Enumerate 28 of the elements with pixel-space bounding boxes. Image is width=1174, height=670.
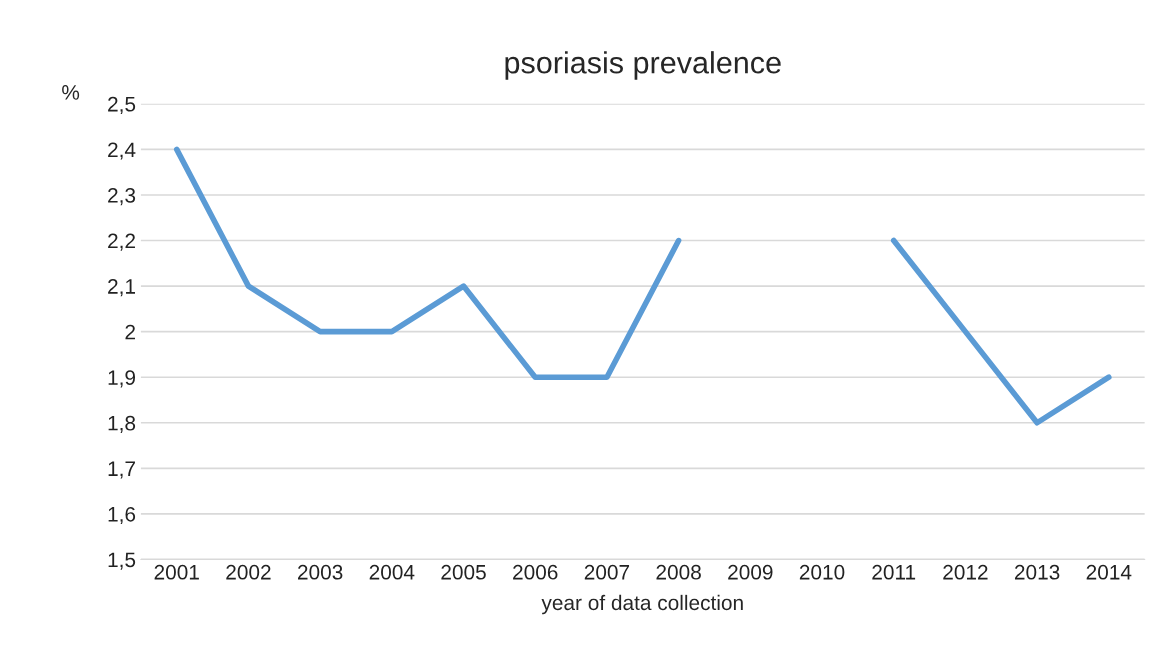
x-tick-label: 2001 — [154, 564, 199, 580]
y-tick-label: 1,7 — [108, 461, 135, 479]
x-axis-title: year of data collection — [541, 594, 743, 615]
x-tick-label: 2003 — [298, 564, 343, 580]
x-tick-label: 2005 — [441, 564, 486, 580]
x-tick-label: 2012 — [943, 564, 988, 580]
x-tick-label: 2010 — [799, 564, 845, 580]
x-tick-label: 2014 — [1086, 564, 1132, 580]
x-tick-label: 2008 — [656, 564, 701, 580]
x-tick-label: 2007 — [584, 564, 630, 580]
x-tick-label: 2006 — [513, 564, 558, 580]
x-tick-label: 2002 — [226, 564, 271, 580]
x-tick-label: 2004 — [369, 564, 415, 580]
y-tick-label: 1,6 — [108, 506, 136, 525]
y-tick-label: 2,2 — [108, 233, 135, 251]
x-tick-label: 2013 — [1014, 564, 1060, 580]
y-tick-label: 1,9 — [108, 370, 136, 388]
x-tick-label: 2009 — [728, 564, 773, 580]
y-tick-label: 2,1 — [108, 279, 135, 297]
y-tick-label: 1,5 — [108, 552, 136, 570]
y-tick-label: 2,5 — [108, 96, 136, 115]
y-tick-label: 1,8 — [108, 415, 136, 433]
y-tick-label: 2 — [125, 324, 135, 340]
y-tick-label: 2,3 — [108, 187, 136, 206]
y-tick-label: 2,4 — [108, 142, 136, 160]
x-tick-label: 2011 — [872, 564, 916, 580]
y-axis-title: % — [62, 85, 80, 100]
chart-title: psoriasis prevalence — [505, 51, 781, 80]
